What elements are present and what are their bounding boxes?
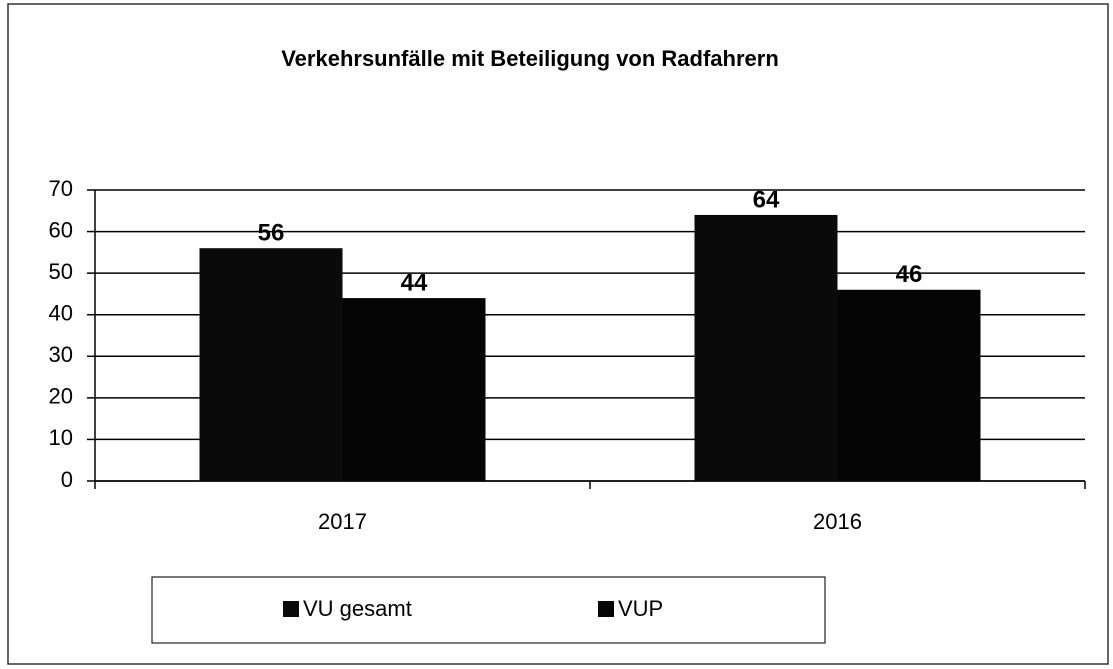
- data-label: 56: [258, 220, 285, 247]
- data-label: 44: [401, 269, 428, 296]
- y-tick-label: 60: [49, 217, 73, 242]
- legend-swatch: [283, 601, 299, 617]
- y-tick-label: 20: [49, 384, 73, 409]
- bar: [837, 289, 981, 481]
- x-tick-label: 2016: [813, 509, 862, 534]
- bar: [694, 214, 838, 481]
- y-tick-label: 10: [49, 425, 73, 450]
- y-tick-label: 0: [61, 467, 73, 492]
- data-label: 46: [896, 261, 923, 288]
- data-label: 64: [753, 186, 780, 213]
- legend-box: [151, 576, 826, 644]
- x-tick-label: 2017: [318, 509, 367, 534]
- legend-label: VU gesamt: [303, 596, 412, 621]
- chart-title: Verkehrsunfälle mit Beteiligung von Radf…: [281, 46, 779, 71]
- legend-swatch: [598, 601, 614, 617]
- y-tick-label: 30: [49, 342, 73, 367]
- y-tick-label: 40: [49, 301, 73, 326]
- y-tick-label: 50: [49, 259, 73, 284]
- legend-label: VUP: [618, 596, 663, 621]
- y-tick-label: 70: [49, 176, 73, 201]
- bar: [199, 248, 343, 481]
- bar: [342, 298, 486, 481]
